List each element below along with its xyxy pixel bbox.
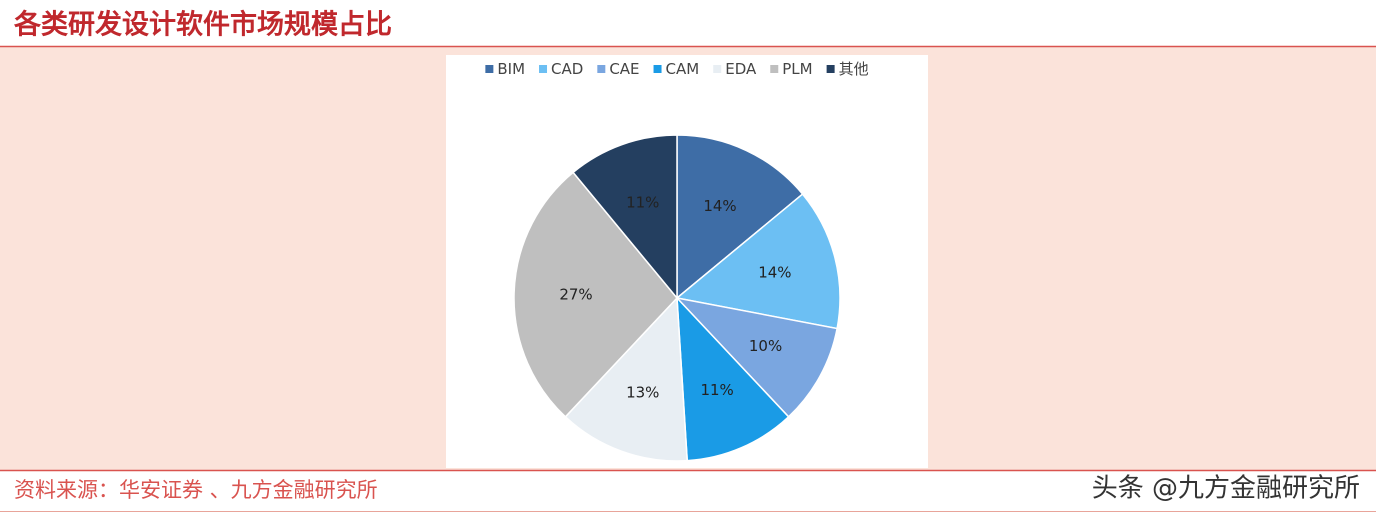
data-label: 11% (626, 193, 659, 211)
pie-slice (676, 134, 804, 300)
source-note: 资料来源：华安证券 、九方金融研究所 (14, 478, 378, 502)
legend-label: 其他 (839, 60, 869, 78)
data-label: 14% (703, 197, 736, 215)
data-label: 10% (749, 337, 782, 355)
legend-label: CAM (666, 60, 700, 78)
chart-title: 各类研发设计软件市场规模占比 (13, 9, 392, 41)
legend-swatch (713, 65, 722, 73)
pie: 14% 14% 10% 11% 13% 27% 11% (513, 134, 841, 462)
legend-swatch (653, 65, 662, 73)
pie-slice (513, 171, 678, 418)
data-label: 11% (700, 381, 733, 399)
legend-swatch (597, 65, 606, 73)
legend-label: EDA (725, 60, 757, 78)
legend-label: BIM (497, 60, 525, 78)
pie-slice (675, 193, 841, 330)
watermark: 头条 @九方金融研究所 (1092, 474, 1360, 504)
legend-label: CAD (551, 60, 583, 78)
legend-label: PLM (782, 60, 812, 78)
legend: BIM CAD CAE CAM EDA PLM 其他 (485, 60, 869, 78)
pie-slice (674, 296, 838, 418)
data-label: 14% (758, 263, 791, 281)
legend-swatch (485, 65, 494, 73)
data-label: 27% (559, 285, 592, 303)
legend-label: CAE (609, 60, 639, 78)
pie-slice (572, 134, 678, 301)
pie-slice (676, 295, 790, 462)
data-label: 13% (626, 384, 659, 402)
legend-swatch (770, 65, 779, 73)
legend-swatch (826, 65, 835, 73)
legend-swatch (539, 65, 548, 73)
pie-slice (564, 296, 689, 462)
